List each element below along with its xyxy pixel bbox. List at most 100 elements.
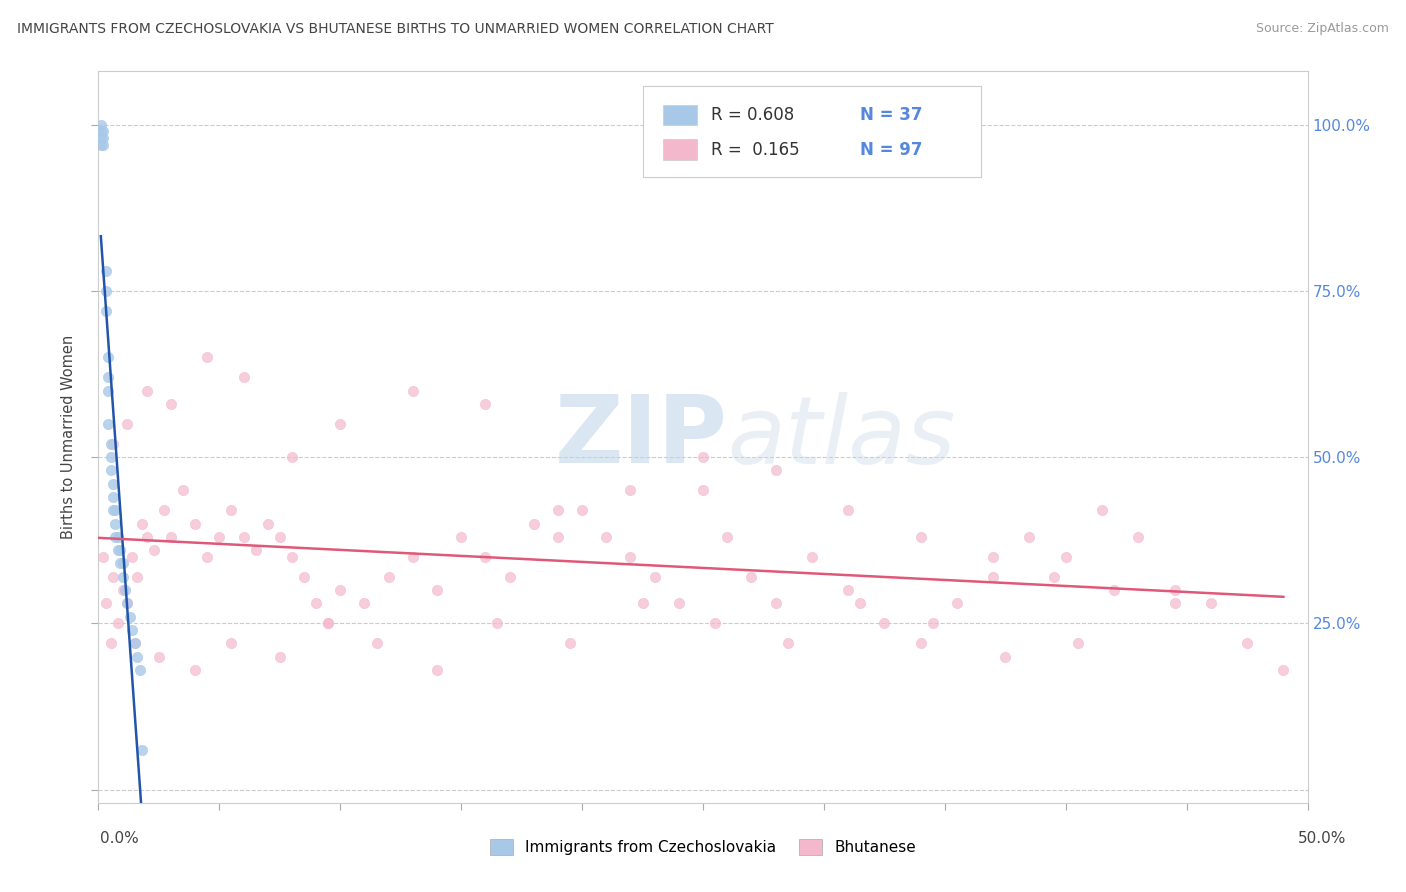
Point [127, 570, 149, 584]
Point [740, 570, 762, 584]
Point [208, 530, 231, 544]
Point [1054, 549, 1077, 564]
Point [90, 118, 112, 132]
Point [108, 557, 131, 571]
Point [131, 742, 153, 756]
Point [547, 530, 569, 544]
Point [426, 582, 449, 597]
Point [353, 596, 375, 610]
Point [101, 476, 124, 491]
Point [101, 503, 124, 517]
Point [837, 582, 859, 597]
Y-axis label: Births to Unmarried Women: Births to Unmarried Women [60, 335, 76, 539]
Point [269, 530, 291, 544]
Point [704, 616, 727, 631]
Point [111, 570, 134, 584]
Point [104, 530, 127, 544]
Point [90, 124, 112, 138]
Point [1042, 570, 1064, 584]
Point [91, 131, 114, 145]
Point [118, 609, 141, 624]
Point [256, 516, 278, 531]
Point [104, 516, 127, 531]
Point [101, 570, 124, 584]
Text: R =  0.165: R = 0.165 [711, 141, 800, 159]
Point [94, 303, 117, 318]
Point [281, 549, 304, 564]
Point [184, 516, 207, 531]
Point [837, 503, 859, 517]
Point [97, 417, 120, 431]
Point [107, 530, 129, 544]
Point [111, 582, 134, 597]
Text: R = 0.608: R = 0.608 [711, 106, 794, 124]
Point [135, 384, 157, 398]
Point [107, 616, 129, 631]
Point [97, 384, 120, 398]
Point [124, 636, 146, 650]
Point [692, 450, 714, 464]
Point [981, 570, 1004, 584]
Point [402, 384, 425, 398]
Point [692, 483, 714, 498]
Point [1236, 636, 1258, 650]
Point [377, 570, 399, 584]
Point [101, 490, 124, 504]
Point [172, 483, 194, 498]
Point [90, 131, 112, 145]
Point [90, 137, 112, 152]
Point [111, 557, 134, 571]
Point [619, 483, 641, 498]
Point [91, 549, 114, 564]
Point [100, 436, 122, 450]
Point [97, 370, 120, 384]
Point [100, 463, 122, 477]
Point [800, 549, 823, 564]
Point [558, 636, 581, 650]
Point [108, 543, 131, 558]
Point [1091, 503, 1114, 517]
Point [316, 616, 339, 631]
Point [195, 549, 218, 564]
Point [91, 124, 114, 138]
Text: N = 97: N = 97 [860, 141, 922, 159]
Point [946, 596, 969, 610]
Point [232, 530, 254, 544]
Point [128, 663, 150, 677]
Point [195, 351, 218, 365]
Point [305, 596, 328, 610]
Point [1102, 582, 1125, 597]
Point [849, 596, 872, 610]
Point [426, 663, 449, 677]
Point [1163, 582, 1185, 597]
Point [94, 596, 117, 610]
Point [765, 463, 787, 477]
Point [316, 616, 339, 631]
Point [124, 636, 146, 650]
Point [595, 530, 617, 544]
Point [91, 137, 114, 152]
Point [1163, 596, 1185, 610]
Point [131, 516, 153, 531]
Point [329, 582, 352, 597]
Bar [664, 139, 697, 160]
Point [97, 351, 120, 365]
Point [571, 503, 593, 517]
Point [619, 549, 641, 564]
FancyBboxPatch shape [643, 86, 981, 178]
Point [474, 397, 496, 411]
Point [474, 549, 496, 564]
Point [981, 549, 1004, 564]
Point [121, 623, 143, 637]
Point [117, 596, 139, 610]
Point [1272, 663, 1295, 677]
Point [143, 543, 166, 558]
Point [104, 503, 127, 517]
Text: 50.0%: 50.0% [1298, 831, 1346, 846]
Point [232, 370, 254, 384]
Point [910, 530, 932, 544]
Point [1067, 636, 1090, 650]
Point [1128, 530, 1150, 544]
Point [152, 503, 174, 517]
Point [498, 570, 520, 584]
